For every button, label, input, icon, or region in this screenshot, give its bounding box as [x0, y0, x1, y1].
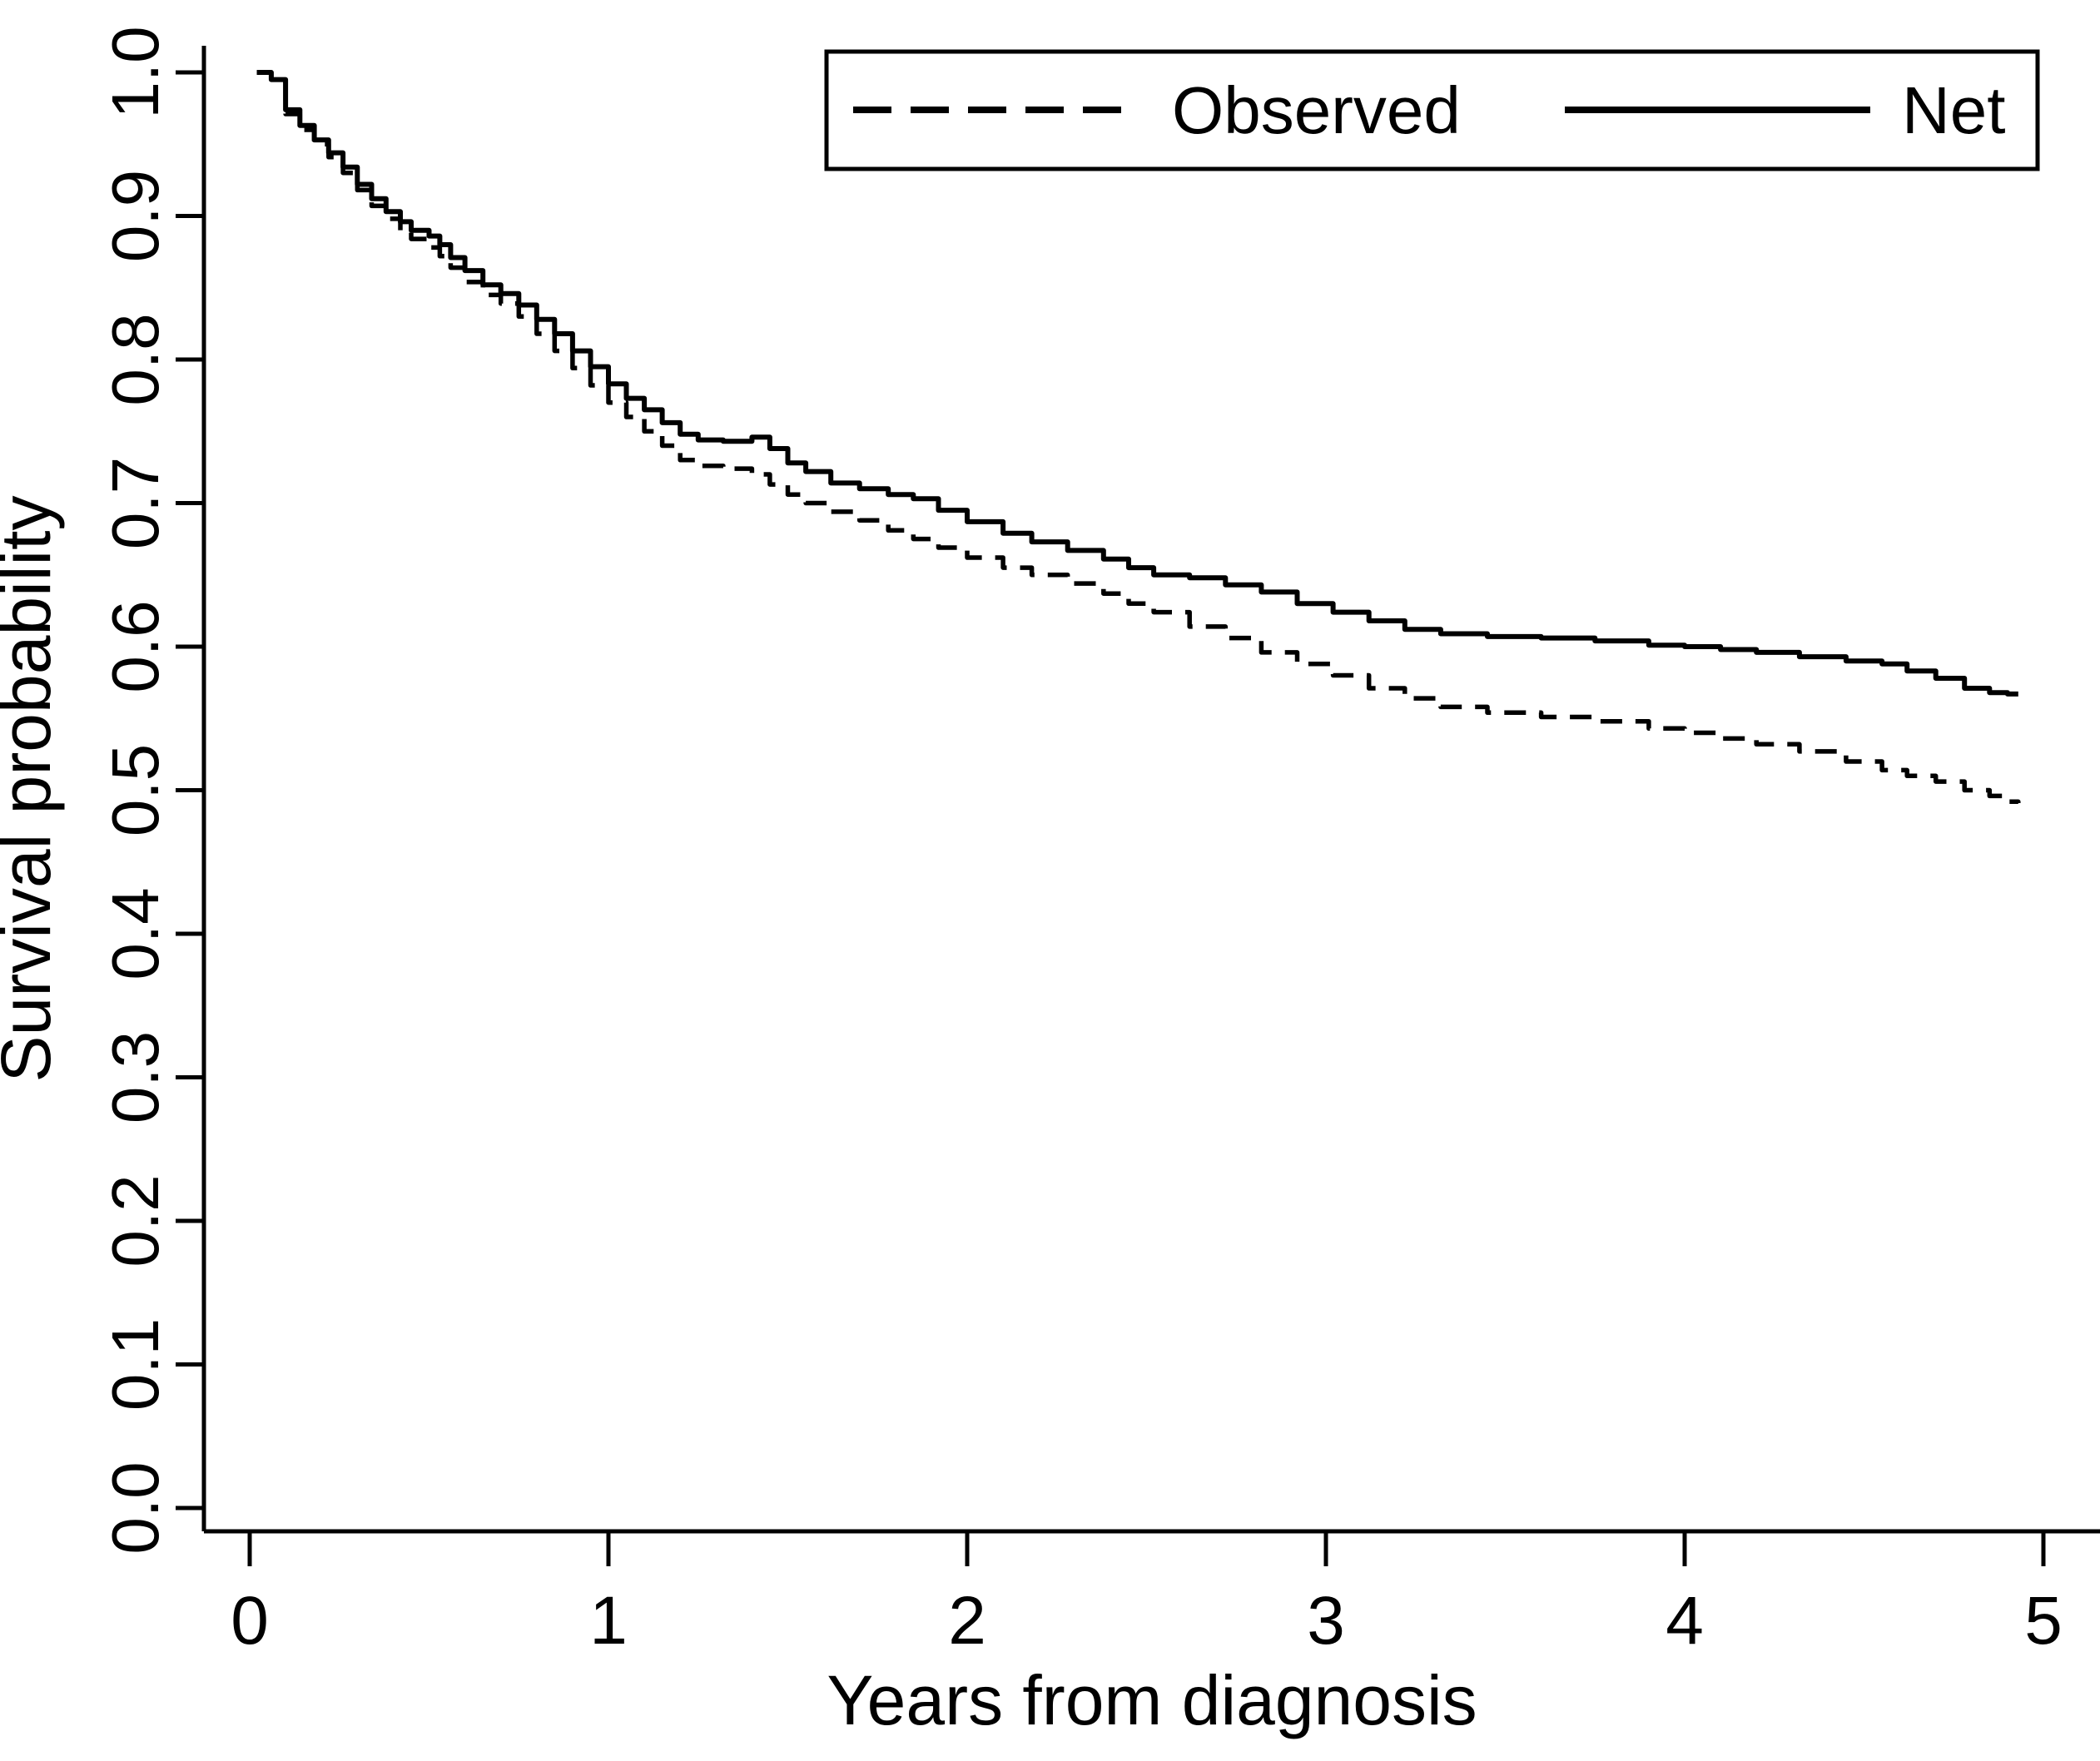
x-tick-label: 0	[231, 1583, 269, 1659]
legend: Observed Net	[824, 49, 2040, 171]
survival-curves	[256, 70, 2021, 805]
x-tick-label: 1	[589, 1583, 628, 1659]
y-axis-title: Survival probability	[0, 496, 65, 1083]
y-tick-label: 0.0	[98, 1461, 172, 1554]
y-tick-label: 0.4	[98, 887, 172, 980]
x-tick-label: 4	[1666, 1583, 1704, 1659]
y-axis-ticks: 0.0 0.1 0.2 0.3 0.4 0.5 0.6 0.7 0.8 0.9 1.0	[98, 26, 204, 1555]
x-tick-label: 2	[948, 1583, 986, 1659]
net-curve	[256, 70, 2018, 697]
y-tick-label: 0.5	[98, 744, 172, 836]
y-tick-label: 0.3	[98, 1031, 172, 1124]
y-tick-label: 1.0	[98, 26, 172, 118]
x-tick-label: 3	[1307, 1583, 1345, 1659]
y-tick-label: 0.6	[98, 600, 172, 692]
y-tick-label: 0.1	[98, 1318, 172, 1411]
y-tick-label: 0.7	[98, 457, 172, 549]
y-tick-label: 0.2	[98, 1174, 172, 1267]
legend-net-label: Net	[1902, 73, 2006, 147]
y-tick-label: 0.9	[98, 170, 172, 262]
legend-observed-label: Observed	[1172, 73, 1461, 147]
y-tick-label: 0.8	[98, 313, 172, 405]
x-axis-title: Years from diagnosis	[827, 1661, 1477, 1739]
observed-curve	[256, 70, 2021, 805]
x-axis-ticks: 0 1 2 3 4 5	[231, 1531, 2063, 1659]
x-tick-label: 5	[2024, 1583, 2063, 1659]
